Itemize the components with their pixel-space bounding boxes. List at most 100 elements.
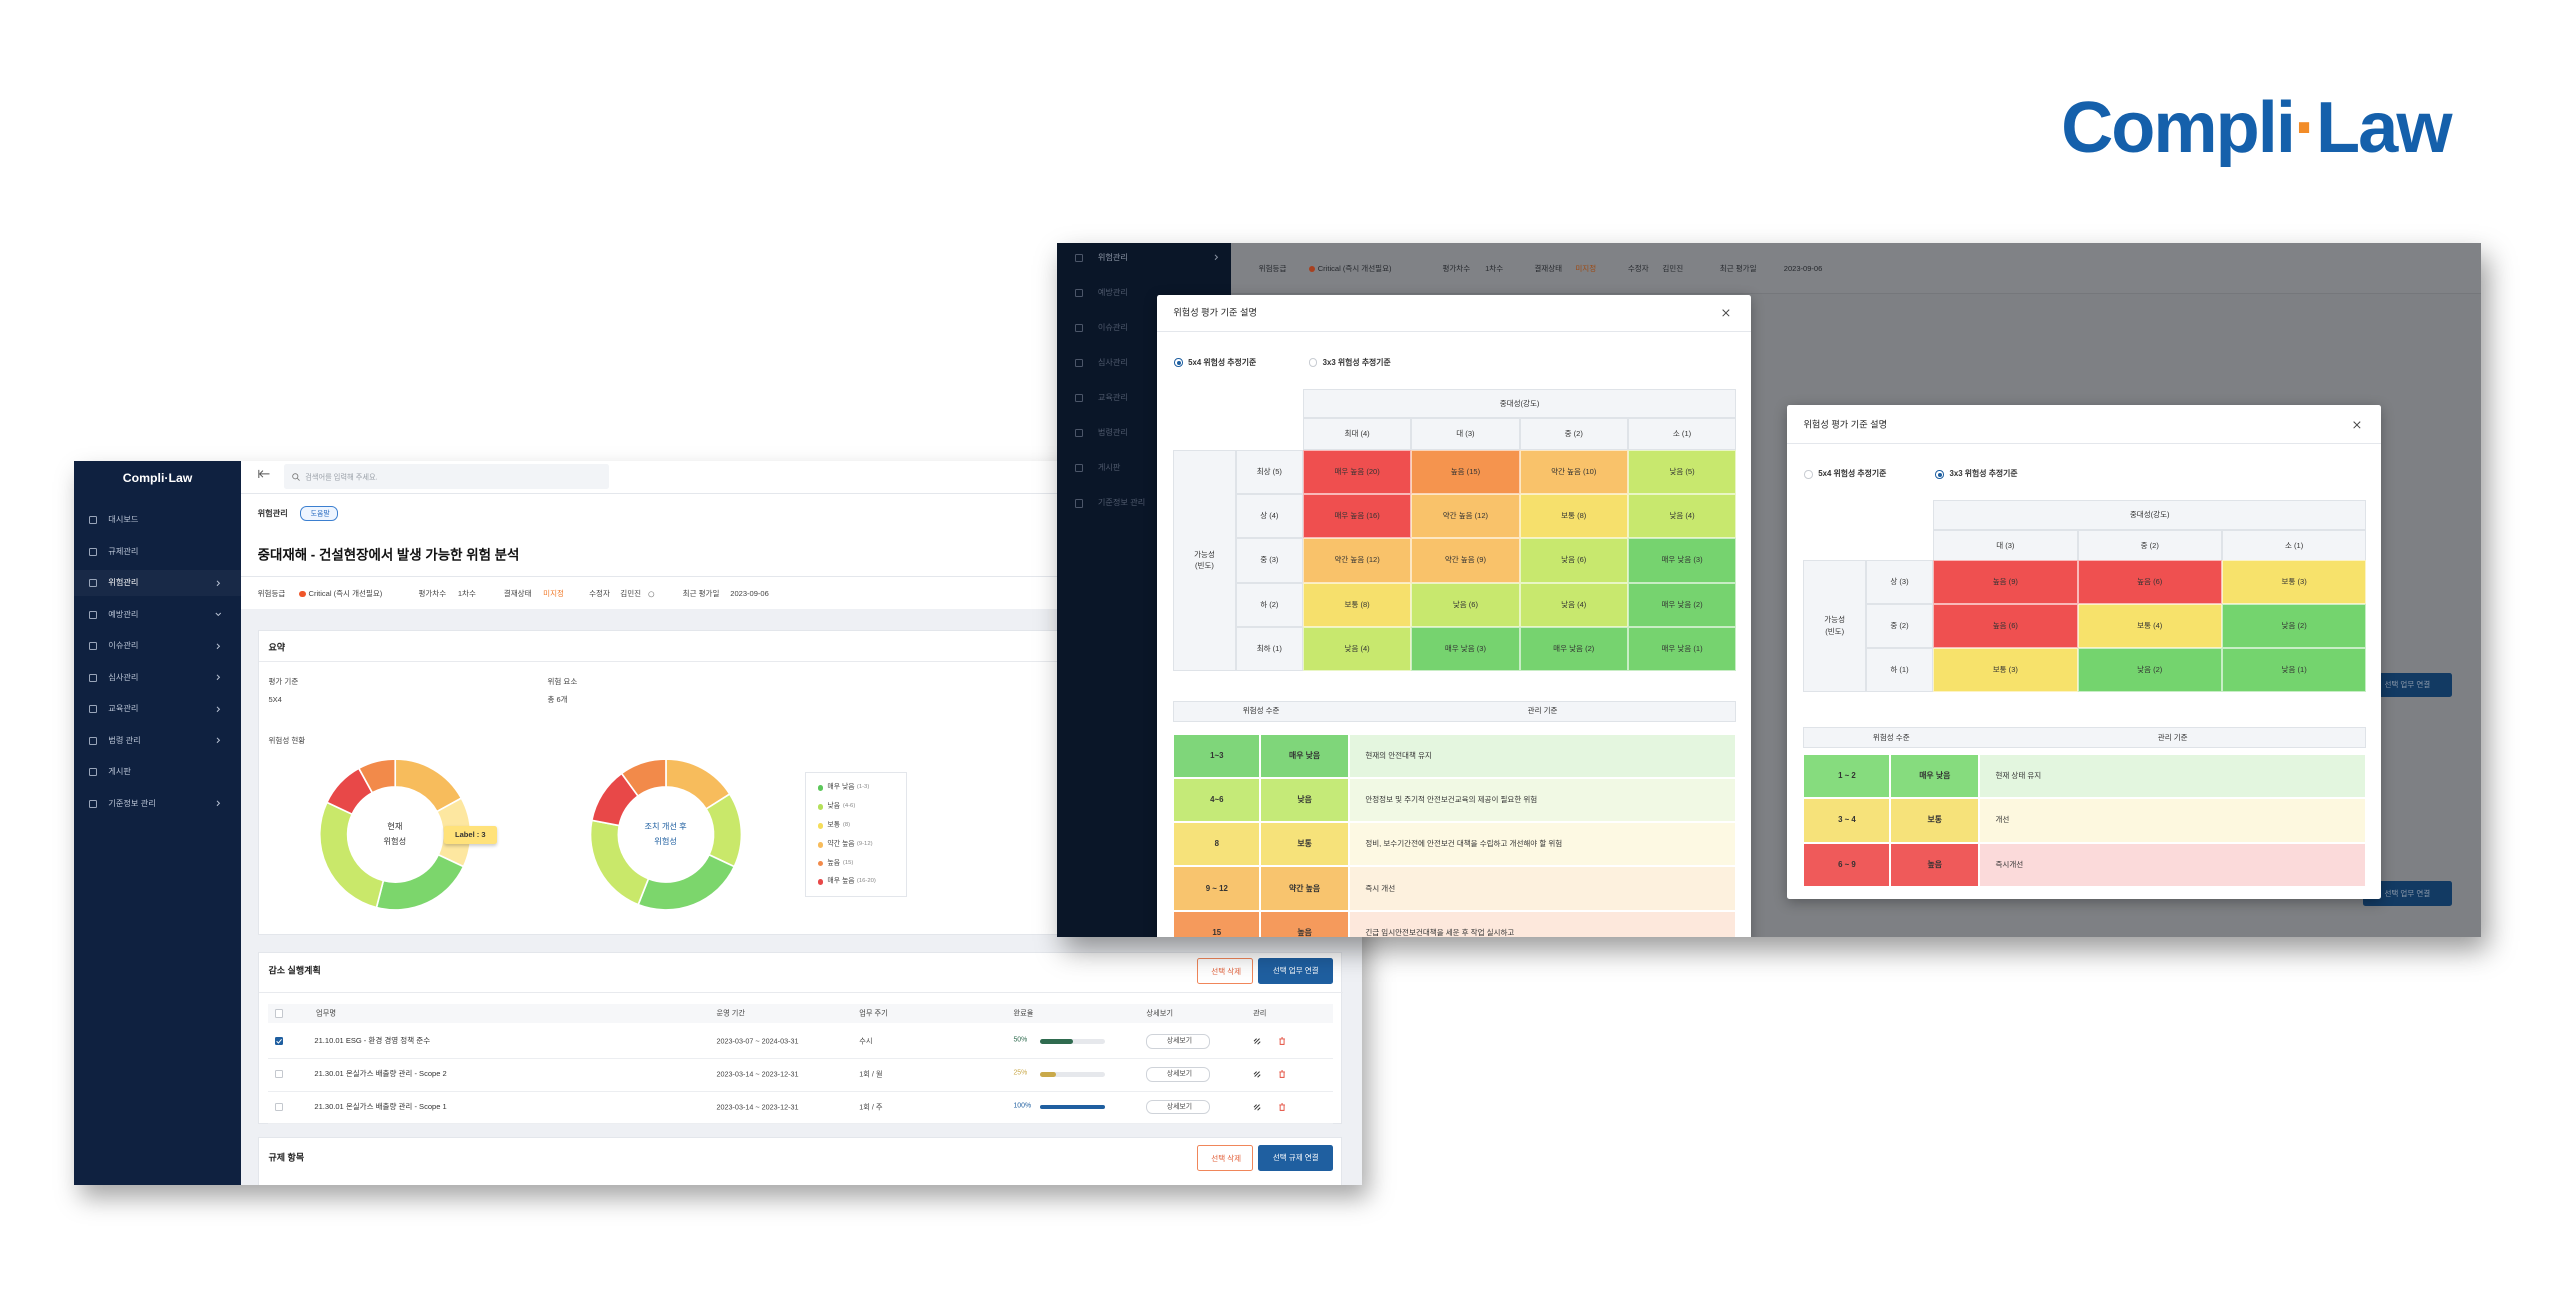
matrix-cell [1933,648,2078,693]
level-name-cell [1260,777,1349,823]
legend-range: (8) [842,821,851,828]
menu-label: 게시판 [108,767,131,777]
row-header [1865,559,1934,604]
detail-button[interactable]: 상세보기 [1146,1034,1211,1049]
chevron [216,580,221,587]
matrix-cell [1302,582,1412,627]
info-label: 위험등급 [1258,264,1287,274]
level-range-cell [1173,910,1261,937]
matrix-cell [2221,603,2367,649]
info-value: 1차수 [457,589,476,599]
menu-label: 위험관리 [108,578,139,588]
criteria-header-label: 관리 기준 [2157,732,2188,742]
menu-label: 예방관리 [108,609,139,619]
back-button[interactable] [257,469,271,479]
cell-label: 낮음 (2) [2281,621,2307,631]
link-button[interactable]: 선택 규제 연결 [1258,1144,1334,1172]
level-range: 1~3 [1210,750,1224,760]
close-icon [1722,309,1730,318]
cell-label: 매우 낮음 (3) [1661,555,1703,565]
menu-item[interactable] [73,570,242,597]
link-icon[interactable] [1253,1070,1261,1078]
cell-label: 매우 낮음 (3) [1444,644,1486,654]
link-icon[interactable] [1253,1037,1261,1045]
info-value: 김민진 [1662,264,1684,274]
field-value: 5X4 [268,695,282,705]
criteria-cell [1348,866,1737,911]
cell-label: 약간 높음 (9) [1444,555,1486,565]
column-header: 운영 기간 [716,1008,746,1018]
criteria-text: 긴급 임시안전보건대책을 세운 후 작업 실시하고 [1365,928,1515,937]
row-divider [268,1057,1334,1059]
search-box[interactable]: 검색어를 입력해 주세요. [283,464,609,490]
donut-segment [357,758,396,795]
close-button[interactable] [1721,308,1731,318]
level-range: 6 ~ 9 [1838,859,1856,869]
level-name-cell [1260,822,1349,867]
legend-label: 매우 낮음 [827,783,855,791]
info-value: 2023-09-06 [1783,264,1823,274]
cell-label: 보통 (4) [2137,621,2163,631]
radio-label: 3x3 위험성 추정기준 [1322,357,1391,367]
likelihood-label: (빈도) [1825,626,1845,636]
menu-icon [88,673,97,682]
progress-label: 50% [1013,1036,1028,1044]
menu-label: 위험관리 [1097,252,1128,262]
progress-track [1039,1071,1106,1077]
delete-icon[interactable] [1278,1103,1286,1111]
matrix-cell [1411,538,1520,583]
menu-item[interactable] [74,507,241,533]
radio-button[interactable] [1308,358,1318,367]
progress-fill [1039,1071,1057,1077]
risk-criteria-modal: 위험성 평가 기준 설명 5x4 위험성 추정기준 3x3 위험성 추정기준 중대성(… [1787,405,2382,900]
column-header: 관리 [1253,1008,1267,1018]
link-button[interactable]: 선택 업무 연결 [1258,957,1334,984]
cell-label: 높음 (6) [1992,621,2018,631]
search-icon [292,472,300,481]
matrix-cell [1519,582,1628,627]
legend-box: 매우 낮음 (1-3) 낮음 (4-6) 보통 (8) 약간 높음 (9-12) 높음 (15) 매… [805,772,907,897]
cell-label: 높음 (15) [1450,466,1481,476]
matrix-cell [1933,603,2078,649]
level-name-cell [1260,910,1349,937]
menu-item[interactable] [74,759,241,785]
info-label: 결재상태 [503,589,532,599]
row-checkbox[interactable] [275,1102,284,1112]
row-checkbox[interactable] [275,1037,284,1046]
search-glass [292,472,299,479]
delete-icon[interactable] [1278,1070,1286,1078]
legend-dot [817,841,824,848]
trash-shape [1279,1037,1285,1046]
logo-part: Law [2316,87,2452,168]
row-checkbox[interactable] [275,1070,284,1079]
row-label: 하 (2) [1260,599,1279,609]
info-label: 수정자 [589,589,610,599]
row-header [1235,626,1303,672]
help-badge[interactable]: 도움말 [300,506,339,522]
brand-logo: Compli · Law [2061,87,2452,168]
chevron-icon [216,643,221,650]
column-header [2221,530,2367,562]
detail-button[interactable]: 상세보기 [1146,1066,1211,1082]
chevron [1214,254,1218,261]
close-button[interactable] [2352,420,2362,430]
radio-button[interactable] [1804,469,1813,479]
link-icon[interactable] [1253,1103,1261,1111]
risk-criteria-modal: 위험성 평가 기준 설명 5x4 위험성 추정기준 3x3 위험성 추정기준 중대성(… [1156,295,1751,937]
divider [1787,443,2382,444]
detail-button[interactable]: 상세보기 [1146,1099,1211,1115]
button-label: 선택 삭제 [1211,967,1242,977]
header-checkbox[interactable] [275,1009,284,1018]
menu-item[interactable] [74,539,241,565]
help-label: 도움말 [310,510,330,518]
radio-button[interactable] [1173,358,1183,367]
menu-icon [1074,464,1084,473]
card-title: 요약 [268,642,286,653]
regulation-card: 규제 항목 선택 삭제 선택 규제 연결 [257,1137,1343,1185]
delete-button[interactable]: 선택 삭제 [1197,957,1254,984]
delete-button[interactable]: 선택 삭제 [1197,1144,1254,1172]
level-name: 약간 높음 [1289,883,1321,893]
radio-button[interactable] [1935,469,1944,479]
delete-icon[interactable] [1278,1037,1286,1046]
